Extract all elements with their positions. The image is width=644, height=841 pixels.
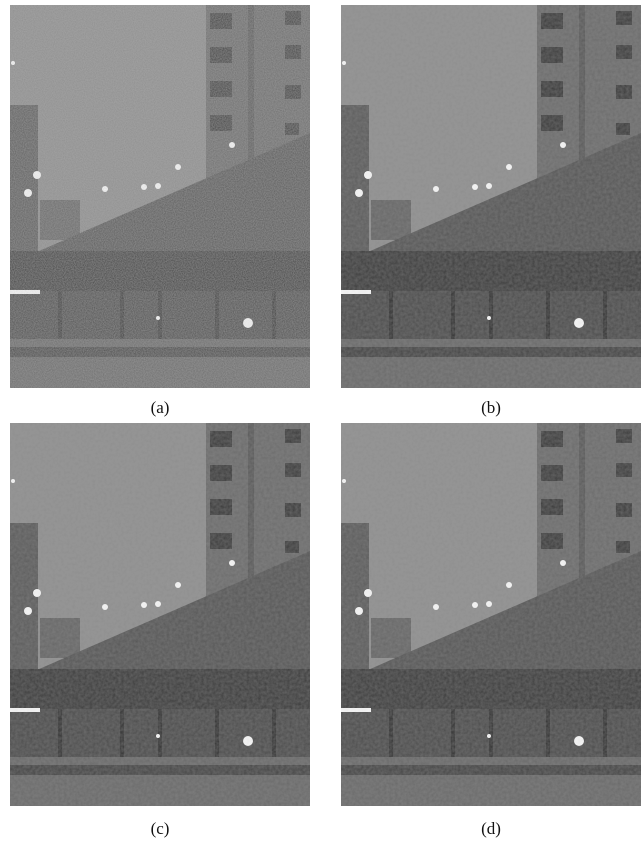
panel-label: (d) <box>481 819 501 838</box>
panel-image <box>341 423 641 806</box>
panel-image <box>10 423 310 806</box>
panel-image <box>10 5 310 388</box>
page: (a) (b) (c) (d) (() => { const data = JS… <box>0 0 644 841</box>
panel-label: (a) <box>151 398 170 417</box>
panel-image <box>341 5 641 388</box>
figure: (a) (b) (c) (d) <box>0 0 644 841</box>
panel-label: (c) <box>151 819 170 838</box>
panel-label: (b) <box>481 398 501 417</box>
